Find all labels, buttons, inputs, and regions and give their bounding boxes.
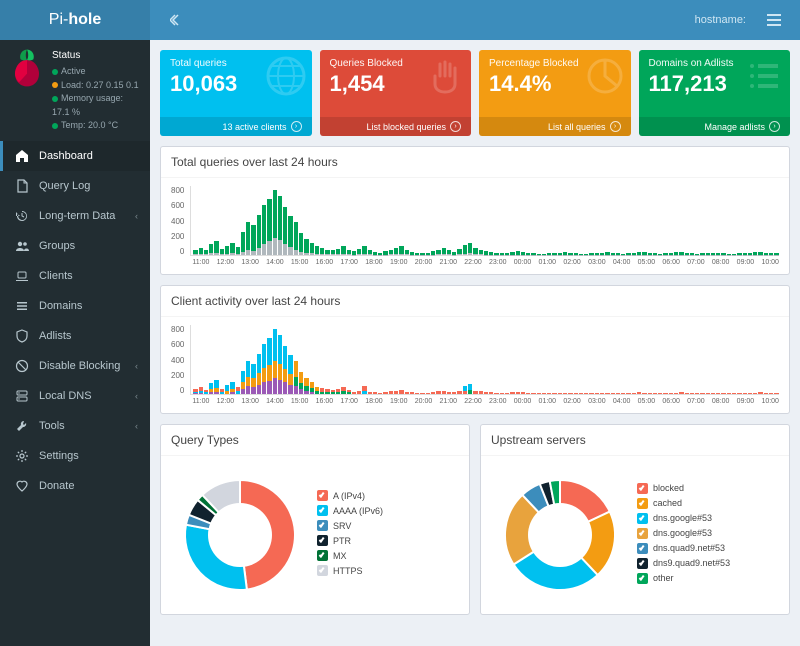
donut1-chart[interactable] — [175, 470, 305, 600]
chart1-bars[interactable] — [190, 186, 779, 256]
sidebar-label-longterm: Long-term Data — [39, 210, 125, 222]
brand-thin: Pi- — [49, 11, 69, 29]
card-footer-blocked[interactable]: List blocked queries › — [320, 117, 472, 136]
sidebar-item-querylog[interactable]: Query Log — [0, 171, 150, 201]
donut1-legend-4[interactable]: MX — [317, 550, 383, 561]
sidebar-item-tools[interactable]: Tools ‹ — [0, 411, 150, 441]
status-lines: Status Active Load: 0.27 0.15 0.1 Memory u… — [52, 48, 140, 133]
home-icon — [15, 149, 29, 163]
sidebar-item-dashboard[interactable]: Dashboard — [0, 141, 150, 171]
sidebar-item-donate[interactable]: Donate — [0, 471, 150, 501]
status-line-2: Memory usage: 17.1 % — [52, 93, 123, 117]
donut1-legend-5[interactable]: HTTPS — [317, 565, 383, 576]
donut2-legend-6[interactable]: other — [637, 573, 730, 584]
sidebar-item-longterm[interactable]: Long-term Data ‹ — [0, 201, 150, 231]
card-footer-total[interactable]: 13 active clients › — [160, 117, 312, 136]
stat-card-percent: Percentage Blocked 14.4% List all querie… — [479, 50, 631, 136]
list-icon — [15, 299, 29, 313]
donut2-title: Upstream servers — [481, 425, 789, 456]
arrow-right-icon: › — [610, 121, 621, 132]
globe-icon — [266, 56, 306, 96]
sidebar-item-adlists[interactable]: Adlists — [0, 321, 150, 351]
panel-upstream: Upstream servers blocked cached dns.google… — [480, 424, 790, 615]
panel-total-queries: Total queries over last 24 hours 8006004… — [160, 146, 790, 275]
donut2-legend-5[interactable]: dns9.quad9.net#53 — [637, 558, 730, 569]
users-icon — [15, 239, 29, 253]
card-footer-adlist[interactable]: Manage adlists › — [639, 117, 791, 136]
stop-icon — [15, 359, 29, 373]
sidebar-label-settings: Settings — [39, 450, 138, 462]
status-line-3: Temp: 20.0 °C — [61, 120, 118, 130]
sidebar-label-querylog: Query Log — [39, 180, 138, 192]
sidebar-label-adlists: Adlists — [39, 330, 138, 342]
sidebar-label-disable: Disable Blocking — [39, 360, 125, 372]
pihole-logo-icon — [10, 48, 44, 88]
chevron-left-icon: ‹ — [135, 421, 138, 431]
status-line-1: Load: 0.27 0.15 0.1 — [61, 80, 139, 90]
donut2-legend-4[interactable]: dns.quad9.net#53 — [637, 543, 730, 554]
stat-card-blocked: Queries Blocked 1,454 List blocked queri… — [320, 50, 472, 136]
chevron-left-icon: ‹ — [135, 361, 138, 371]
sidebar: Status Active Load: 0.27 0.15 0.1 Memory u… — [0, 40, 150, 646]
arrow-right-icon: › — [450, 121, 461, 132]
laptop-icon — [15, 269, 29, 283]
pie-icon — [585, 56, 625, 96]
hostname-label: hostname: — [695, 14, 746, 26]
sidebar-item-domains[interactable]: Domains — [0, 291, 150, 321]
sidebar-item-localdns[interactable]: Local DNS ‹ — [0, 381, 150, 411]
donut1-title: Query Types — [161, 425, 469, 456]
sidebar-item-clients[interactable]: Clients — [0, 261, 150, 291]
chart2-bars[interactable] — [190, 325, 779, 395]
right-menu-button[interactable] — [760, 6, 788, 34]
donut1-legend-2[interactable]: SRV — [317, 520, 383, 531]
brand-logo[interactable]: Pi-hole — [0, 0, 150, 40]
chevron-left-icon — [170, 14, 182, 26]
shield-icon — [15, 329, 29, 343]
menu-icon — [767, 14, 781, 26]
arrow-right-icon: › — [769, 121, 780, 132]
donut2-legend-2[interactable]: dns.google#53 — [637, 513, 730, 524]
card-footer-percent[interactable]: List all queries › — [479, 117, 631, 136]
brand-bold: hole — [68, 11, 101, 29]
sidebar-toggle-button[interactable] — [162, 6, 190, 34]
donut2-legend-0[interactable]: blocked — [637, 483, 730, 494]
sidebar-label-tools: Tools — [39, 420, 125, 432]
heart-icon — [15, 479, 29, 493]
sidebar-label-dashboard: Dashboard — [39, 150, 138, 162]
donut2-legend-1[interactable]: cached — [637, 498, 730, 509]
main-content: Total queries 10,063 13 active clients ›… — [150, 40, 800, 646]
donut2-chart[interactable] — [495, 470, 625, 600]
donut1-legend-3[interactable]: PTR — [317, 535, 383, 546]
hand-icon — [425, 56, 465, 96]
sidebar-label-localdns: Local DNS — [39, 390, 125, 402]
dns-icon — [15, 389, 29, 403]
chart2-title: Client activity over last 24 hours — [161, 286, 789, 317]
arrow-right-icon: › — [291, 121, 302, 132]
stat-card-adlist: Domains on Adlists 117,213 Manage adlist… — [639, 50, 791, 136]
sidebar-item-disable[interactable]: Disable Blocking ‹ — [0, 351, 150, 381]
history-icon — [15, 209, 29, 223]
status-line-0: Active — [61, 66, 86, 76]
panel-client-activity: Client activity over last 24 hours 80060… — [160, 285, 790, 414]
sidebar-item-settings[interactable]: Settings — [0, 441, 150, 471]
sidebar-label-domains: Domains — [39, 300, 138, 312]
status-header: Status — [52, 48, 140, 63]
panel-query-types: Query Types A (IPv4) AAAA (IPv6) SRV PTR MX H… — [160, 424, 470, 615]
chevron-left-icon: ‹ — [135, 211, 138, 221]
wrench-icon — [15, 419, 29, 433]
donut1-legend-0[interactable]: A (IPv4) — [317, 490, 383, 501]
sidebar-label-donate: Donate — [39, 480, 138, 492]
stat-card-total: Total queries 10,063 13 active clients › — [160, 50, 312, 136]
chart1-title: Total queries over last 24 hours — [161, 147, 789, 178]
gear-icon — [15, 449, 29, 463]
sidebar-item-groups[interactable]: Groups — [0, 231, 150, 261]
chevron-left-icon: ‹ — [135, 391, 138, 401]
sidebar-label-groups: Groups — [39, 240, 138, 252]
status-box: Status Active Load: 0.27 0.15 0.1 Memory u… — [0, 40, 150, 141]
list-icon — [744, 56, 784, 96]
sidebar-label-clients: Clients — [39, 270, 138, 282]
donut2-legend-3[interactable]: dns.google#53 — [637, 528, 730, 539]
file-icon — [15, 179, 29, 193]
donut1-legend-1[interactable]: AAAA (IPv6) — [317, 505, 383, 516]
